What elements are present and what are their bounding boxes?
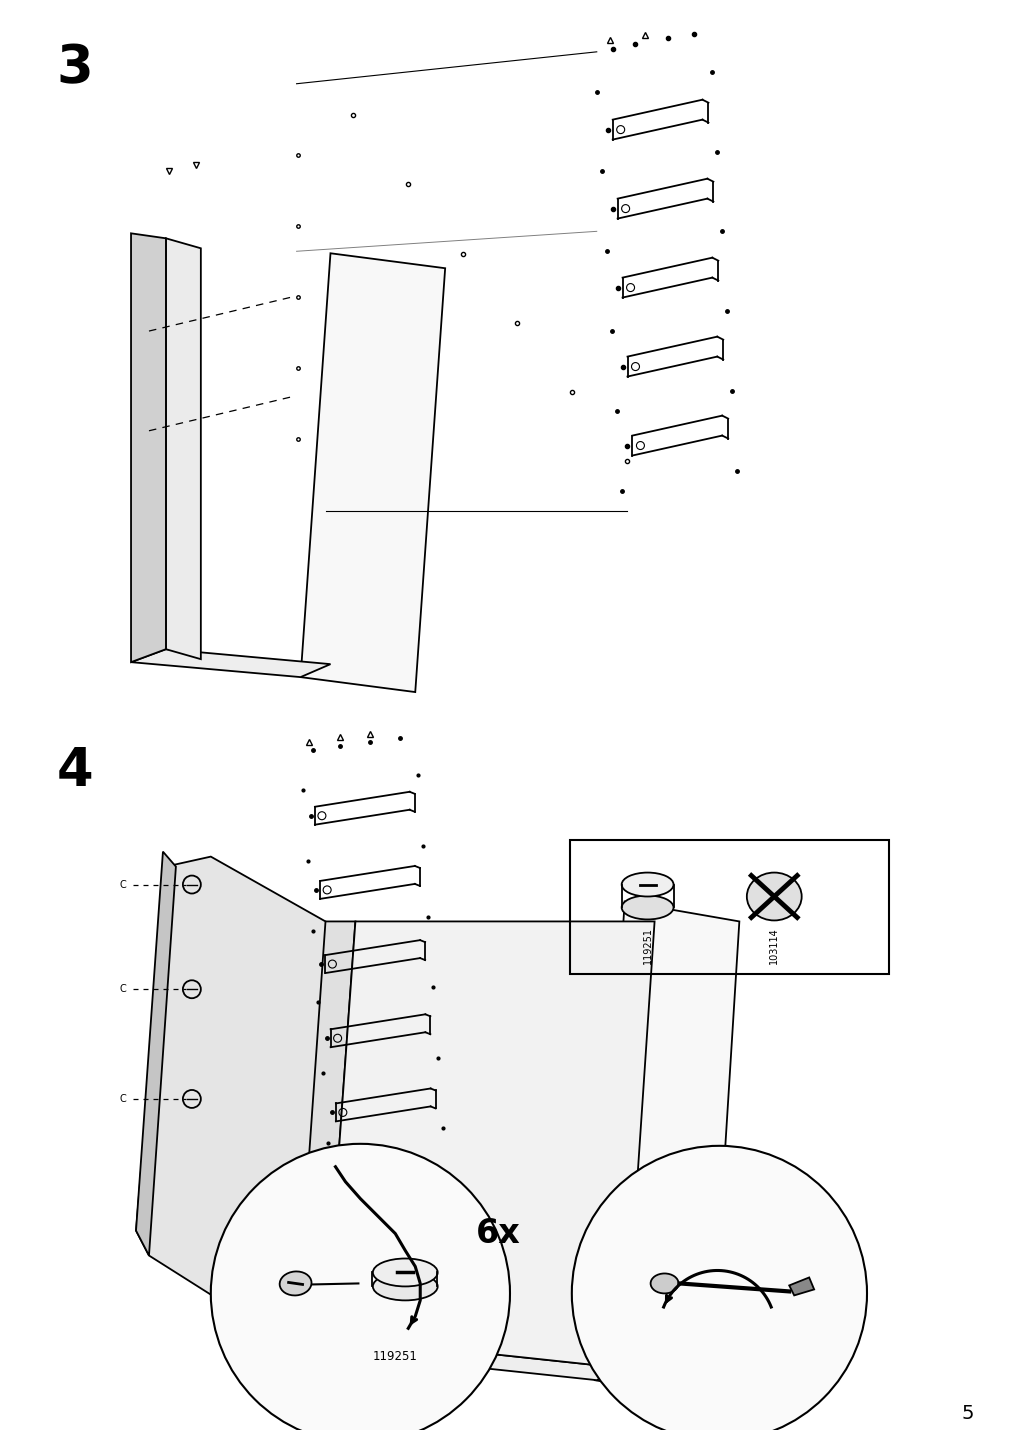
Polygon shape	[166, 238, 200, 659]
Text: 4: 4	[57, 745, 93, 798]
Ellipse shape	[621, 872, 673, 896]
Text: 5: 5	[960, 1403, 973, 1422]
Text: C: C	[119, 1094, 126, 1104]
Ellipse shape	[621, 895, 673, 919]
Text: 119251: 119251	[642, 928, 652, 964]
Text: 6x: 6x	[475, 1217, 520, 1250]
Bar	[569, 839, 888, 974]
Polygon shape	[326, 921, 654, 1368]
Ellipse shape	[746, 872, 801, 921]
Text: 3: 3	[57, 42, 93, 95]
Ellipse shape	[372, 1273, 437, 1300]
Polygon shape	[300, 253, 445, 692]
Polygon shape	[594, 902, 739, 1400]
Ellipse shape	[372, 1259, 437, 1286]
Text: 119251: 119251	[372, 1350, 418, 1363]
Circle shape	[571, 1146, 866, 1432]
Text: C: C	[119, 984, 126, 994]
Polygon shape	[295, 921, 355, 1349]
Polygon shape	[789, 1277, 813, 1296]
Polygon shape	[130, 649, 331, 677]
Polygon shape	[135, 856, 326, 1349]
Circle shape	[210, 1144, 510, 1432]
Ellipse shape	[650, 1273, 677, 1293]
Polygon shape	[295, 1336, 624, 1380]
Ellipse shape	[279, 1272, 311, 1296]
Text: 103114: 103114	[768, 928, 778, 964]
Polygon shape	[130, 233, 166, 662]
Polygon shape	[135, 852, 176, 1256]
Text: C: C	[119, 879, 126, 889]
